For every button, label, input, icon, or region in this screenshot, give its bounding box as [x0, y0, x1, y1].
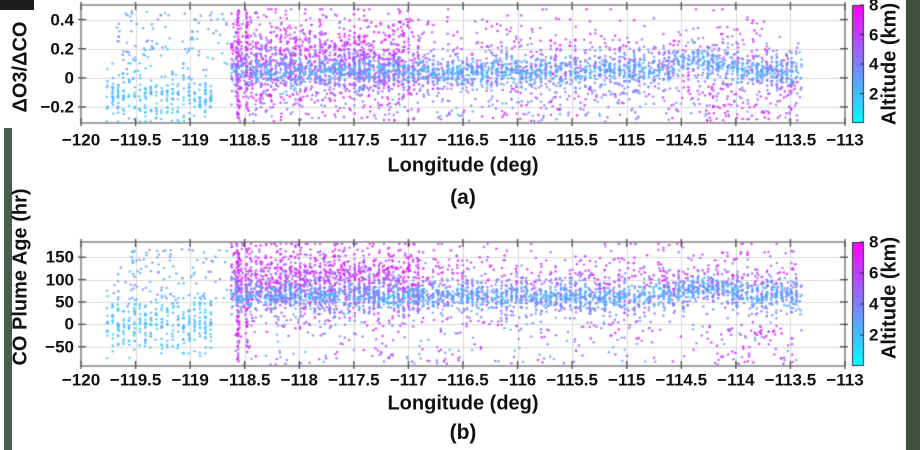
colorbar-tick-label-a: 2: [869, 84, 879, 103]
x-tick-label-b: −115: [608, 370, 646, 390]
x-tick-label-a: −116.5: [437, 130, 489, 150]
left-edge-strip: [4, 128, 12, 450]
colorbar-label-a: Altitude (km): [878, 2, 901, 126]
x-tick-label-b: −117: [389, 370, 428, 390]
x-axis-label-b: Longitude (deg): [387, 392, 539, 415]
x-tick-label-a: −115: [608, 130, 646, 150]
x-tick-label-b: −115.5: [546, 370, 598, 390]
y-tick-label-b: 50: [55, 292, 74, 312]
colorbar-tick-label-a: 8: [869, 0, 879, 15]
x-tick-label-b: −113: [826, 370, 864, 390]
colorbar-tick-label-b: 4: [869, 294, 879, 314]
x-tick-label-a: −114.5: [655, 130, 708, 150]
y-tick-label-a: 0.2: [50, 39, 74, 59]
colorbar-label-b: Altitude (km): [878, 236, 901, 360]
y-tick-label-b: 100: [45, 270, 74, 290]
x-tick-label-a: −115.5: [546, 130, 598, 150]
x-tick-label-a: −114: [717, 130, 755, 150]
colorbar-tick-label-a: 6: [869, 25, 879, 44]
x-tick-label-b: −116.5: [437, 370, 489, 390]
x-tick-label-b: −117.5: [328, 370, 380, 390]
x-tick-label-a: −120: [61, 130, 101, 150]
right-edge-strip: [906, 0, 920, 450]
y-tick-label-b: 0: [64, 314, 74, 334]
x-tick-label-a: −119.5: [109, 130, 162, 150]
colorbar-tick-label-b: 2: [869, 325, 879, 345]
x-tick-label-a: −118.5: [218, 130, 271, 150]
x-tick-label-b: −118.5: [218, 370, 271, 390]
y-axis-label-b: CO Plume Age (hr): [9, 188, 32, 366]
x-tick-label-a: −113.5: [764, 130, 817, 150]
x-tick-label-b: −119: [171, 370, 209, 390]
x-axis-label-a: Longitude (deg): [387, 154, 539, 177]
x-tick-label-a: −116: [498, 130, 537, 150]
x-tick-label-b: −119.5: [109, 370, 162, 390]
colorbar-tick-label-b: 8: [869, 232, 879, 252]
x-tick-label-b: −113.5: [764, 370, 817, 390]
y-tick-label-a: 0: [64, 68, 74, 88]
x-tick-label-b: −118: [280, 370, 318, 390]
caption-a: (a): [450, 186, 476, 209]
y-axis-label-a: ΔO3/ΔCO: [9, 21, 32, 113]
x-tick-label-b: −116: [498, 370, 537, 390]
x-tick-label-a: −119: [171, 130, 209, 150]
x-tick-label-a: −118: [280, 130, 318, 150]
x-tick-label-a: −117: [389, 130, 428, 150]
y-tick-label-b: −50: [45, 337, 74, 357]
y-tick-label-b: 150: [45, 247, 74, 267]
y-tick-label-a: −0.2: [40, 97, 74, 117]
x-tick-label-a: −113: [826, 130, 864, 150]
x-tick-label-b: −120: [61, 370, 101, 390]
colorbar-tick-label-b: 6: [869, 263, 879, 283]
colorbar-tick-label-a: 4: [869, 54, 879, 74]
caption-b: (b): [449, 421, 477, 444]
x-tick-label-b: −114: [717, 370, 755, 390]
x-tick-label-a: −117.5: [328, 130, 380, 150]
top-left-dark-patch: [0, 0, 34, 10]
y-tick-label-a: 0.4: [50, 10, 74, 30]
x-tick-label-b: −114.5: [655, 370, 708, 390]
